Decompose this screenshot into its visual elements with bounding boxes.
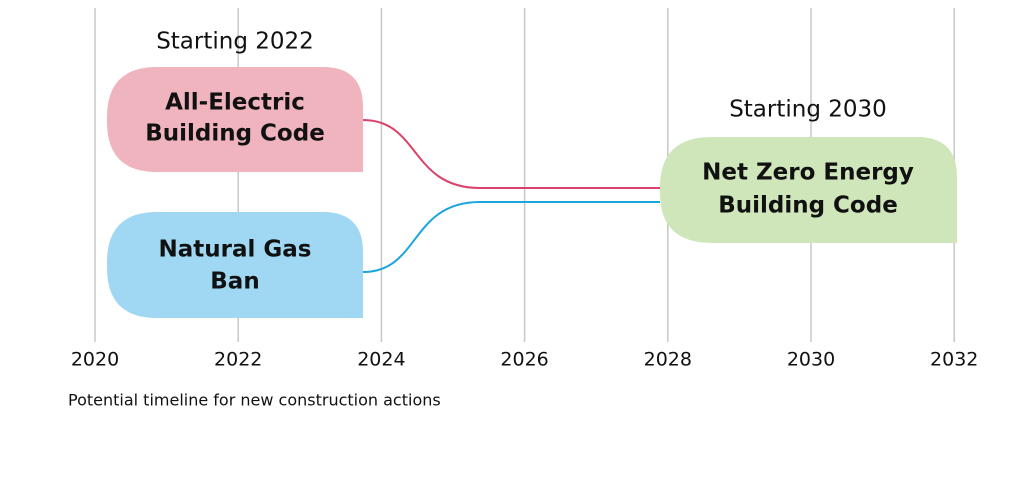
- box: [660, 137, 957, 243]
- year-label: 2026: [500, 349, 548, 371]
- year-label: 2020: [71, 349, 119, 371]
- box-label: All-Electric: [165, 90, 305, 116]
- heading: Starting 2022: [156, 29, 314, 55]
- connector: [362, 119, 660, 189]
- box-label: Natural Gas: [159, 237, 312, 263]
- heading: Starting 2030: [729, 97, 887, 123]
- year-label: 2030: [787, 349, 835, 371]
- box-label: Building Code: [145, 121, 325, 147]
- box-label: Building Code: [718, 193, 898, 219]
- year-label: 2028: [644, 349, 692, 371]
- box: [107, 212, 363, 318]
- box: [107, 67, 363, 172]
- caption: Potential timeline for new construction …: [68, 391, 441, 410]
- box-label: Ban: [210, 269, 259, 295]
- year-label: 2024: [357, 349, 405, 371]
- connector: [362, 201, 660, 273]
- year-label: 2022: [214, 349, 262, 371]
- year-label: 2032: [930, 349, 978, 371]
- box-label: Net Zero Energy: [702, 160, 914, 186]
